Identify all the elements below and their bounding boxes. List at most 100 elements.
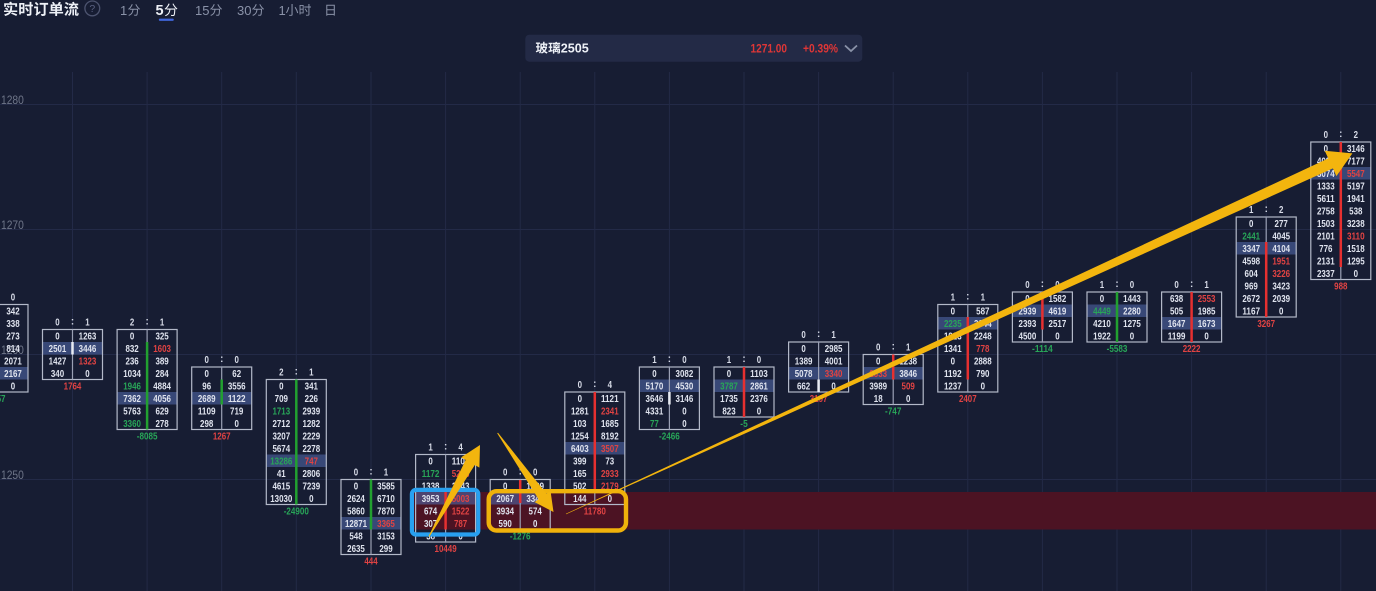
svg-text:1: 1: [652, 355, 657, 366]
svg-text:-13457: -13457: [0, 394, 6, 405]
svg-text:2672: 2672: [1242, 294, 1260, 305]
svg-text:0: 0: [801, 344, 806, 355]
svg-text:399: 399: [573, 457, 587, 468]
svg-text:3360: 3360: [123, 419, 141, 430]
svg-text:103: 103: [573, 419, 587, 430]
svg-text:144: 144: [573, 494, 587, 505]
svg-text:4598: 4598: [1242, 257, 1260, 268]
svg-text:747: 747: [305, 457, 319, 468]
svg-text:662: 662: [797, 382, 811, 393]
svg-text:1238: 1238: [899, 357, 917, 368]
svg-text:226: 226: [305, 394, 319, 405]
svg-text:5: 5: [156, 3, 164, 19]
svg-text:969: 969: [1245, 282, 1259, 293]
svg-text:590: 590: [499, 519, 513, 530]
svg-text:165: 165: [573, 469, 587, 480]
svg-text:1673: 1673: [1198, 319, 1216, 330]
svg-text::: :: [1190, 279, 1193, 290]
svg-text:2806: 2806: [302, 469, 320, 480]
svg-text:3110: 3110: [1347, 232, 1365, 243]
svg-text:12871: 12871: [345, 519, 368, 530]
svg-text:1275: 1275: [1123, 319, 1141, 330]
svg-text:3585: 3585: [377, 482, 395, 493]
svg-text:2861: 2861: [750, 382, 768, 393]
svg-text:719: 719: [230, 407, 244, 418]
svg-text:0: 0: [1354, 269, 1359, 280]
svg-text:1: 1: [85, 318, 90, 329]
svg-text:0: 0: [876, 357, 881, 368]
svg-text:574: 574: [529, 507, 543, 518]
svg-text:709: 709: [275, 394, 289, 405]
svg-text:73: 73: [605, 457, 614, 468]
svg-text:0: 0: [309, 494, 314, 505]
svg-text:2235: 2235: [944, 319, 962, 330]
svg-text:2624: 2624: [347, 494, 365, 505]
svg-text:2758: 2758: [1317, 207, 1335, 218]
svg-text::: :: [1115, 279, 1118, 290]
svg-text:2441: 2441: [1242, 232, 1260, 243]
svg-text:0: 0: [1130, 280, 1135, 291]
svg-text:342: 342: [6, 307, 20, 318]
svg-text::: :: [71, 317, 74, 328]
svg-text:0: 0: [503, 482, 508, 493]
svg-text:1034: 1034: [123, 369, 141, 380]
svg-text:2689: 2689: [198, 394, 216, 405]
svg-text:3074: 3074: [1317, 169, 1335, 180]
svg-text::: :: [1041, 279, 1044, 290]
svg-text:5078: 5078: [795, 369, 813, 380]
svg-text:-1276: -1276: [510, 531, 531, 542]
svg-text:0: 0: [533, 468, 538, 479]
svg-text:2505: 2505: [561, 42, 589, 56]
svg-text:-24900: -24900: [284, 506, 310, 517]
svg-text:832: 832: [125, 344, 139, 355]
svg-text:2131: 2131: [1317, 257, 1335, 268]
svg-text:2248: 2248: [974, 332, 992, 343]
svg-text:77: 77: [650, 419, 659, 430]
svg-text:340: 340: [51, 369, 65, 380]
svg-text:1: 1: [831, 330, 836, 341]
svg-text:+0.39%: +0.39%: [803, 42, 838, 56]
svg-text:587: 587: [976, 307, 990, 318]
svg-text:6710: 6710: [377, 494, 395, 505]
svg-text:2167: 2167: [4, 369, 22, 380]
svg-text:4001: 4001: [825, 357, 843, 368]
svg-text:1199: 1199: [1168, 332, 1186, 343]
svg-text:3207: 3207: [272, 432, 290, 443]
svg-text:509: 509: [902, 382, 916, 393]
svg-text:1167: 1167: [1242, 307, 1260, 318]
svg-text:3787: 3787: [720, 382, 738, 393]
svg-text:4619: 4619: [1049, 307, 1067, 318]
svg-text:0: 0: [876, 343, 881, 354]
svg-text:1: 1: [428, 443, 433, 454]
svg-text:1263: 1263: [79, 332, 97, 343]
svg-text::: :: [369, 467, 372, 478]
svg-text:3082: 3082: [676, 369, 694, 380]
svg-text:0: 0: [801, 330, 806, 341]
svg-text::: :: [593, 379, 596, 390]
svg-text:1: 1: [1100, 280, 1105, 291]
svg-text::: :: [519, 467, 522, 478]
svg-text:338: 338: [6, 319, 20, 330]
svg-text:0: 0: [533, 519, 538, 530]
svg-text:0: 0: [757, 407, 762, 418]
svg-text:-2466: -2466: [659, 431, 680, 442]
svg-text:-1114: -1114: [1032, 344, 1053, 355]
svg-text:1338: 1338: [422, 482, 440, 493]
svg-text:5611: 5611: [1317, 194, 1335, 205]
svg-text:0: 0: [981, 382, 986, 393]
svg-text:4615: 4615: [272, 482, 290, 493]
svg-text:0: 0: [458, 532, 463, 543]
svg-text:1735: 1735: [720, 394, 738, 405]
svg-text:38: 38: [426, 532, 435, 543]
svg-text:2933: 2933: [601, 469, 619, 480]
svg-text:2071: 2071: [4, 357, 22, 368]
svg-text:1951: 1951: [1272, 257, 1290, 268]
svg-text:5763: 5763: [123, 407, 141, 418]
svg-text:2: 2: [130, 318, 135, 329]
svg-text:11780: 11780: [584, 506, 607, 517]
svg-text:814: 814: [6, 344, 20, 355]
svg-text:4104: 4104: [1272, 244, 1290, 255]
svg-text:1122: 1122: [228, 394, 246, 405]
svg-text:2501: 2501: [49, 344, 67, 355]
svg-text:1121: 1121: [601, 394, 619, 405]
